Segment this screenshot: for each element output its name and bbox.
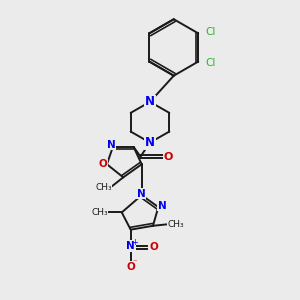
Text: Cl: Cl bbox=[206, 58, 216, 68]
Text: +: + bbox=[131, 238, 138, 247]
Text: CH₃: CH₃ bbox=[91, 208, 108, 217]
Text: N: N bbox=[126, 241, 135, 251]
Text: CH₃: CH₃ bbox=[95, 183, 112, 192]
Text: CH₃: CH₃ bbox=[168, 220, 184, 229]
Text: N: N bbox=[145, 95, 155, 108]
Text: Cl: Cl bbox=[206, 27, 216, 37]
Text: N: N bbox=[107, 140, 116, 150]
Text: N: N bbox=[137, 189, 146, 199]
Text: N: N bbox=[158, 201, 166, 211]
Text: O: O bbox=[126, 262, 135, 272]
Text: ⁻: ⁻ bbox=[132, 258, 137, 267]
Text: N: N bbox=[145, 95, 155, 108]
Text: O: O bbox=[163, 152, 172, 161]
Text: N: N bbox=[145, 136, 155, 149]
Text: O: O bbox=[149, 242, 158, 253]
Text: O: O bbox=[99, 159, 108, 169]
